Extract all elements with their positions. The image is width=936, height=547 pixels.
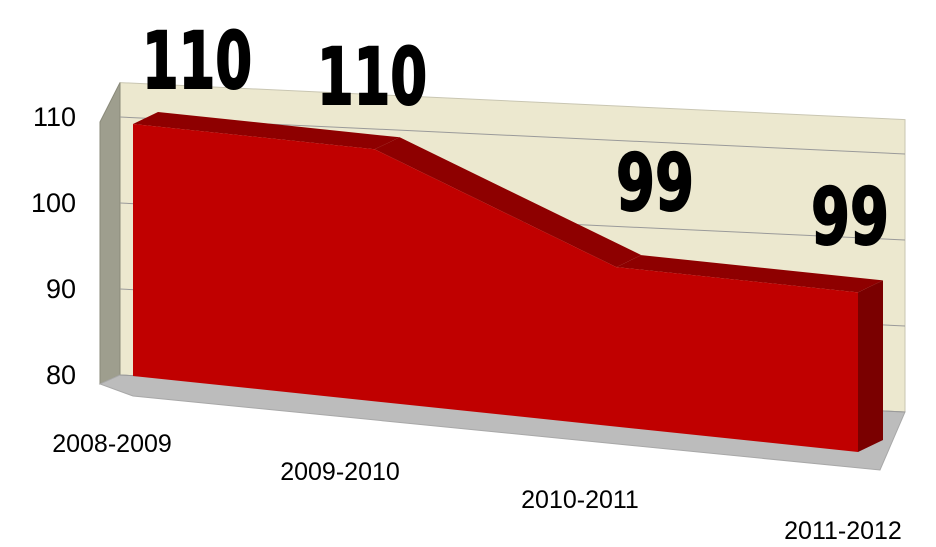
data-label: 110 bbox=[317, 33, 427, 123]
x-category-label: 2008-2009 bbox=[52, 430, 172, 458]
data-label: 110 bbox=[142, 17, 252, 107]
data-labels: 110 110 99 99 bbox=[141, 16, 890, 264]
x-category-label: 2010-2011 bbox=[521, 486, 639, 514]
y-axis: 80 90 100 110 bbox=[31, 102, 76, 390]
area-front-face bbox=[133, 124, 858, 452]
area-side-face bbox=[858, 280, 883, 452]
data-label: 99 bbox=[811, 173, 889, 263]
y-tick-label: 110 bbox=[33, 102, 76, 132]
area-top-face bbox=[133, 112, 400, 150]
data-label: 99 bbox=[616, 139, 694, 229]
floor bbox=[98, 374, 906, 471]
y-tick-label: 100 bbox=[31, 188, 76, 218]
x-category-label: 2011-2012 bbox=[784, 517, 902, 545]
left-wall bbox=[99, 82, 121, 385]
x-category-label: 2009-2010 bbox=[280, 458, 400, 486]
y-tick-label: 90 bbox=[46, 274, 76, 304]
area-top-face bbox=[374, 137, 642, 268]
area-series bbox=[133, 112, 883, 452]
y-tick-label: 80 bbox=[46, 360, 76, 390]
x-axis: 2008-2009 2009-2010 2010-2011 2011-2012 bbox=[52, 430, 902, 545]
area-top-face bbox=[616, 255, 883, 293]
